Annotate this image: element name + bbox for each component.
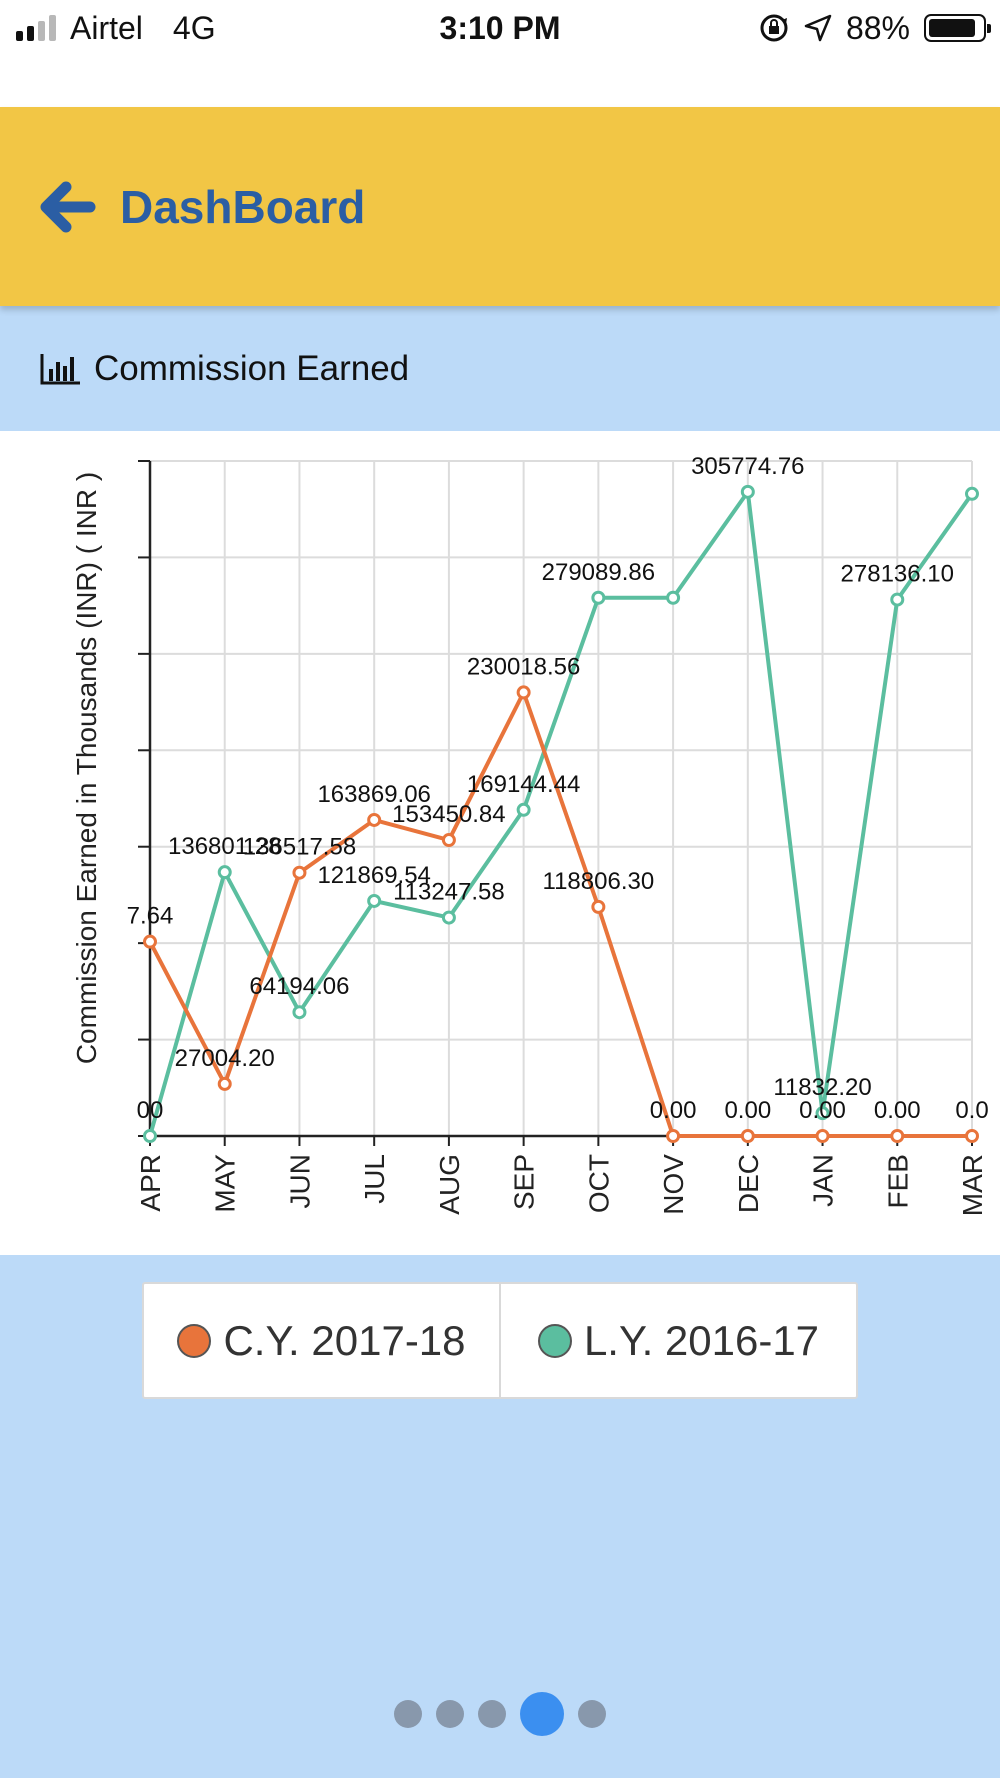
battery-percent: 88% xyxy=(845,9,910,46)
data-label-last-year: 64194.06 xyxy=(249,973,349,1000)
data-label-current-year: 0.00 xyxy=(799,1097,846,1124)
data-label-last-year: 121869.54 xyxy=(317,862,430,889)
x-tick-label: NOV xyxy=(658,1154,689,1215)
data-point-current-year xyxy=(217,1076,232,1091)
data-point-last-year xyxy=(217,865,232,880)
status-left: Airtel 4G xyxy=(16,8,216,48)
data-point-last-year xyxy=(666,590,681,605)
data-label-current-year: 0.00 xyxy=(724,1097,771,1124)
data-label-last-year: 279089.86 xyxy=(542,559,655,586)
legend-item-last-year[interactable]: L.Y. 2016-17 xyxy=(499,1284,856,1397)
legend-swatch-current-year xyxy=(177,1323,212,1358)
data-label-last-year: 278136.10 xyxy=(841,561,954,588)
y-axis-label: Commission Earned in Thousands (INR) ( I… xyxy=(71,472,102,1064)
data-point-last-year xyxy=(143,1129,157,1143)
data-point-last-year xyxy=(740,484,755,499)
data-point-last-year xyxy=(591,590,606,605)
data-point-last-year xyxy=(890,592,905,607)
data-point-last-year xyxy=(965,486,979,501)
data-point-current-year xyxy=(367,812,382,827)
page-dot-1[interactable] xyxy=(394,1700,422,1728)
data-point-last-year xyxy=(367,893,382,908)
page-dot-4[interactable] xyxy=(520,1692,564,1736)
data-point-last-year xyxy=(441,910,456,925)
data-label-last-year: 00 xyxy=(137,1097,164,1124)
page-indicator xyxy=(0,1692,1000,1736)
back-button[interactable] xyxy=(38,176,100,238)
x-tick-label: AUG xyxy=(434,1154,465,1215)
x-tick-label: DEC xyxy=(733,1154,764,1213)
series-line-last-year xyxy=(148,489,974,1137)
data-label-current-year: 153450.84 xyxy=(392,801,505,828)
data-point-last-year xyxy=(516,802,531,817)
orientation-lock-icon xyxy=(760,14,788,42)
x-tick-label: FEB xyxy=(882,1154,913,1208)
data-label-last-year: 169144.44 xyxy=(467,771,580,798)
x-tick-label: SEP xyxy=(509,1154,540,1210)
signal-icon xyxy=(16,15,56,41)
data-point-current-year xyxy=(965,1129,979,1143)
page-dot-2[interactable] xyxy=(436,1700,464,1728)
data-point-current-year xyxy=(292,865,307,880)
carrier-name: Airtel xyxy=(70,9,143,46)
legend-item-current-year[interactable]: C.Y. 2017-18 xyxy=(144,1284,499,1397)
x-tick-label: JAN xyxy=(808,1154,839,1207)
status-bar: Airtel 4G 3:10 PM 88% xyxy=(0,0,1000,107)
battery-icon xyxy=(924,14,991,42)
legend-label-last-year: L.Y. 2016-17 xyxy=(583,1316,820,1364)
location-icon xyxy=(804,14,832,42)
card-header: Commission Earned xyxy=(0,306,1000,431)
series-line-current-year xyxy=(148,690,972,1138)
bar-chart-icon xyxy=(40,353,80,384)
page-dot-3[interactable] xyxy=(478,1700,506,1728)
x-tick-label: JUL xyxy=(359,1154,390,1204)
page-title: DashBoard xyxy=(120,180,366,233)
data-label-current-year: 0.00 xyxy=(650,1097,697,1124)
data-point-current-year xyxy=(591,899,606,914)
data-label-current-year: 0.00 xyxy=(874,1097,921,1124)
data-label-last-year: 136801.28 xyxy=(168,833,281,860)
data-label-last-year: 11832.20 xyxy=(773,1074,871,1101)
network-type: 4G xyxy=(172,9,216,46)
data-label-current-year: 27004.20 xyxy=(175,1045,275,1072)
data-point-current-year xyxy=(890,1129,905,1143)
data-point-current-year xyxy=(516,685,531,700)
data-point-last-year xyxy=(815,1106,830,1121)
data-point-last-year xyxy=(292,1005,307,1020)
data-label-current-year: 0.0 xyxy=(955,1097,988,1124)
page-dot-5[interactable] xyxy=(578,1700,606,1728)
app-header: DashBoard xyxy=(0,107,1000,306)
legend-label-current-year: C.Y. 2017-18 xyxy=(223,1316,466,1364)
data-label-current-year: 136517.58 xyxy=(243,834,356,861)
x-tick-label: OCT xyxy=(583,1154,614,1213)
line-chart: APR MAY JUN JUL AUG SEP OCT NOV DEC JAN FEB MAR 7.6… xyxy=(71,453,989,1216)
card-title: Commission Earned xyxy=(94,348,410,388)
data-point-current-year xyxy=(815,1129,830,1143)
x-tick-label: MAR xyxy=(957,1154,988,1216)
data-point-current-year xyxy=(143,934,157,949)
chart-container: APR MAY JUN JUL AUG SEP OCT NOV DEC JAN FEB MAR 7.6… xyxy=(0,431,1000,1255)
data-label-last-year: 113247.58 xyxy=(393,879,505,906)
data-label-last-year: 305774.76 xyxy=(691,453,804,480)
back-arrow-icon xyxy=(40,181,96,232)
data-label-current-year: 163869.06 xyxy=(317,781,430,808)
chart-legend: C.Y. 2017-18 L.Y. 2016-17 xyxy=(142,1282,858,1399)
status-right: 88% xyxy=(758,8,991,48)
data-point-current-year xyxy=(740,1129,755,1143)
x-tick-label: APR xyxy=(135,1154,166,1212)
data-point-current-year xyxy=(441,833,456,848)
status-time: 3:10 PM xyxy=(439,10,561,46)
data-label-current-year: 7.64 xyxy=(127,903,174,930)
x-tick-label: MAY xyxy=(210,1154,241,1213)
data-label-current-year: 118806.30 xyxy=(543,868,655,895)
legend-swatch-last-year xyxy=(537,1323,572,1358)
data-label-current-year: 230018.56 xyxy=(467,653,580,680)
data-point-current-year xyxy=(666,1129,681,1143)
x-tick-label: JUN xyxy=(284,1154,315,1208)
